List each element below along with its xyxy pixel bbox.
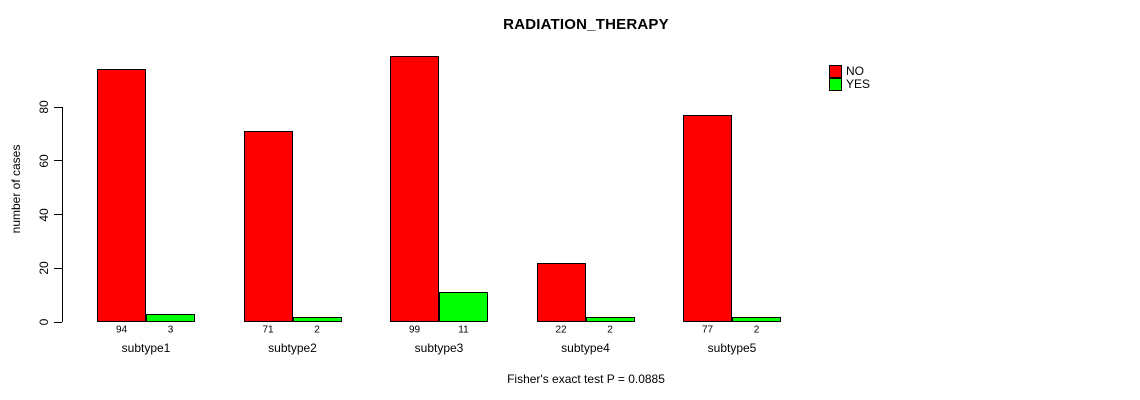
bar-no-subtype2 bbox=[243, 131, 293, 322]
bar-value-label: 94 bbox=[115, 324, 128, 336]
bar-value-label: 2 bbox=[314, 324, 320, 336]
y-tick-label: 80 bbox=[37, 100, 51, 114]
bar-no-subtype5 bbox=[683, 115, 732, 322]
y-axis-line bbox=[62, 107, 63, 322]
y-tick-mark bbox=[54, 321, 62, 323]
bar-value-label: 99 bbox=[408, 324, 421, 336]
y-axis-title: number of cases bbox=[9, 144, 23, 234]
legend: NO YES bbox=[829, 65, 870, 91]
legend-swatch-yes-icon bbox=[829, 78, 842, 91]
y-tick-mark bbox=[54, 267, 62, 269]
y-tick-label: 20 bbox=[37, 261, 51, 275]
bar-value-label: 3 bbox=[167, 324, 174, 336]
bar-value-label: 77 bbox=[701, 324, 714, 336]
legend-label-yes: YES bbox=[846, 77, 871, 91]
category-label: subtype5 bbox=[707, 341, 757, 355]
y-tick-label: 0 bbox=[37, 318, 51, 326]
y-tick-label: 60 bbox=[37, 154, 51, 168]
y-tick-label: 40 bbox=[37, 207, 51, 222]
y-tick-mark bbox=[54, 214, 62, 215]
bar-yes-subtype2 bbox=[292, 316, 342, 322]
legend-item-yes: YES bbox=[829, 78, 870, 91]
bar-value-label: 2 bbox=[753, 324, 760, 336]
bar-yes-subtype1 bbox=[146, 313, 195, 322]
bar-no-subtype3 bbox=[390, 55, 439, 322]
bar-value-label: 22 bbox=[555, 324, 567, 336]
legend-label-no: NO bbox=[846, 64, 864, 78]
legend-swatch-no-icon bbox=[829, 65, 842, 78]
category-label: subtype3 bbox=[414, 341, 464, 355]
chart-title: RADIATION_THERAPY bbox=[503, 16, 669, 33]
category-label: subtype2 bbox=[268, 341, 317, 355]
y-tick-mark bbox=[54, 106, 62, 108]
bar-no-subtype1 bbox=[97, 69, 146, 322]
bar-no-subtype4 bbox=[536, 262, 586, 322]
bar-value-label: 2 bbox=[607, 324, 613, 336]
bar-value-label: 11 bbox=[458, 324, 469, 336]
bar-yes-subtype4 bbox=[585, 316, 635, 322]
legend-item-no: NO bbox=[829, 65, 870, 78]
bar-yes-subtype5 bbox=[732, 316, 781, 322]
y-tick-mark bbox=[54, 160, 62, 162]
bar-value-label: 71 bbox=[262, 324, 274, 336]
fisher-test-annotation: Fisher's exact test P = 0.0885 bbox=[507, 372, 665, 386]
category-label: subtype4 bbox=[561, 341, 610, 355]
category-label: subtype1 bbox=[121, 341, 171, 355]
bar-yes-subtype3 bbox=[439, 292, 488, 322]
